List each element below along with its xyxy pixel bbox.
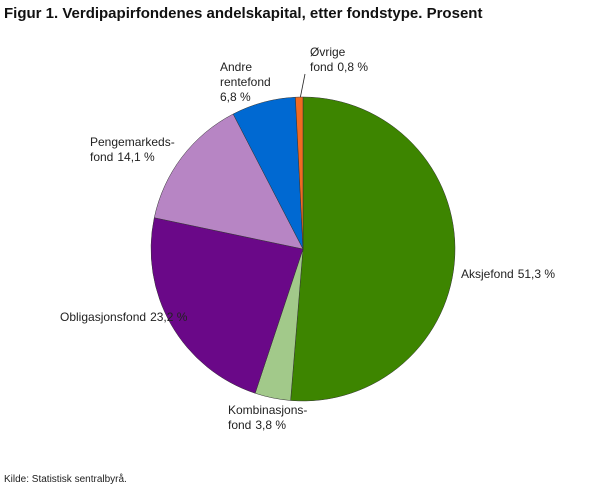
label-line: Pengemarkeds-: [90, 135, 175, 149]
value-label: 51,3 %: [518, 267, 556, 281]
label-line: fond: [310, 60, 333, 74]
slice-label: Andre rentefond 6,8 %: [220, 60, 271, 104]
pie-slice: [150, 217, 304, 394]
slice-label: Aksjefond 51,3 %: [461, 267, 555, 281]
label-line: Aksjefond: [461, 267, 514, 281]
label-line: fond: [228, 418, 251, 432]
chart-title: Figur 1. Verdipapirfondenes andelskapita…: [4, 5, 482, 22]
label-line: Andre: [220, 60, 252, 74]
slice-label: Øvrige fond 0,8 %: [310, 45, 368, 74]
slice-label: Pengemarkeds-fond 14,1 %: [90, 135, 175, 164]
label-line: Obligasjonsfond: [60, 310, 146, 324]
label-line: Øvrige: [310, 45, 346, 59]
pie-slice: [153, 113, 304, 250]
value-label: 14,1 %: [117, 150, 155, 164]
label-line: rentefond: [220, 75, 271, 89]
label-line: Kombinasjons-: [228, 403, 307, 417]
leader-line: [299, 73, 306, 100]
value-label: 23,2 %: [150, 310, 188, 324]
slice-label: Obligasjonsfond 23,2 %: [60, 310, 188, 324]
value-label: 3,8 %: [255, 418, 286, 432]
pie-slice: [290, 96, 456, 402]
slice-label: Kombinasjons-fond 3,8 %: [228, 403, 307, 432]
source: Kilde: Statistisk sentralbyrå.: [4, 473, 127, 485]
pie-slice: [295, 96, 304, 250]
label-line: fond: [90, 150, 113, 164]
value-label: 0,8 %: [337, 60, 368, 74]
value-label: 6,8 %: [220, 90, 251, 104]
